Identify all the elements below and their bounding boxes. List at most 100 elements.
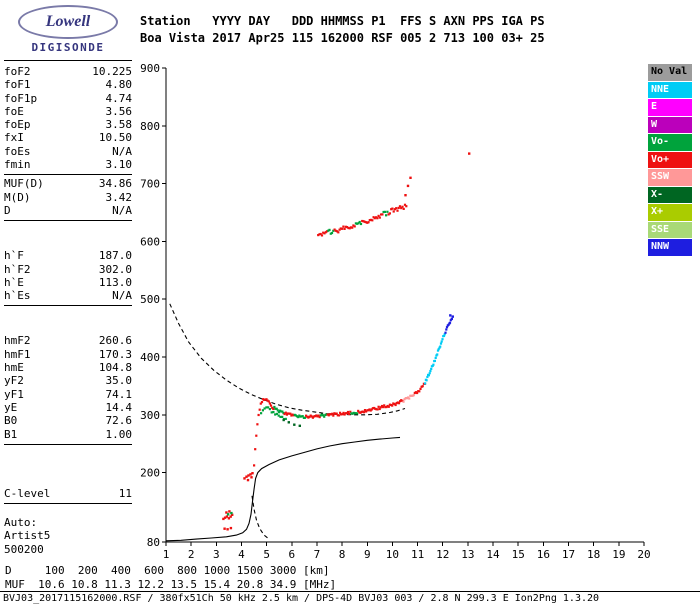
- second-hop-trace-point: [376, 217, 379, 220]
- true-height-profile: [165, 436, 401, 542]
- F-trace-main-point: [331, 412, 334, 415]
- param-hme: hmE 104.8: [4, 361, 132, 374]
- param-label: h`E: [4, 275, 24, 289]
- legend-x-: X-: [648, 186, 692, 203]
- logo-digisonde-text: DIGISONDE: [31, 41, 105, 54]
- cusp-underside-point: [274, 413, 277, 416]
- es-cluster-point: [223, 527, 226, 530]
- second-hop-trace-point: [327, 229, 330, 232]
- F-trace-main-point: [299, 415, 302, 418]
- stray-specks-point: [468, 152, 471, 155]
- second-hop-trace-point: [364, 221, 368, 224]
- F-trace-main-point: [376, 408, 379, 411]
- param-value: N/A: [112, 144, 132, 158]
- param-label: M(D): [4, 190, 31, 204]
- second-hop-trace-point: [393, 208, 396, 211]
- param-md: M(D) 3.42: [4, 191, 132, 204]
- muf-row: MUF 10.6 10.8 11.3 12.2 13.5 15.4 20.8 3…: [5, 577, 337, 591]
- F-trace-main-point: [414, 391, 417, 394]
- fmin-cluster-point: [251, 472, 254, 475]
- F-trace-main-point: [389, 403, 393, 407]
- second-hop-trace-point: [386, 210, 389, 213]
- F-trace-main-point: [340, 413, 343, 416]
- fmin-cluster-point: [247, 474, 250, 477]
- x-tick-label: 13: [461, 548, 474, 561]
- F-trace-main-point: [319, 414, 322, 417]
- F-trace-x-tail-point: [439, 342, 443, 345]
- es-cluster-point: [226, 528, 229, 531]
- x-tick-label: 14: [486, 548, 500, 561]
- F-trace-main-point: [265, 398, 268, 401]
- second-hop-trace-point: [378, 216, 381, 219]
- second-hop-trace-point: [359, 222, 363, 226]
- F-trace-main-point: [266, 399, 269, 402]
- es-cluster-green-point: [226, 513, 230, 516]
- second-hop-trace-point: [322, 231, 325, 234]
- param-value: 72.6: [105, 414, 133, 428]
- F-trace-main-point: [257, 413, 260, 417]
- F-trace-main-point: [397, 402, 401, 405]
- second-hop-trace-point: [344, 225, 347, 228]
- F-trace-main-point: [332, 414, 335, 417]
- stray-specks-point: [409, 176, 412, 179]
- F-trace-main-point: [421, 385, 424, 388]
- F-trace-main-point: [400, 399, 403, 402]
- F-trace-main-point: [368, 408, 371, 411]
- param-value: 3.10: [105, 158, 133, 172]
- param-yf1: yF1 74.1: [4, 388, 132, 401]
- F-trace-main-point: [282, 412, 285, 415]
- logo-lowell-text: Lowell: [45, 13, 91, 30]
- F-trace-main-point: [260, 401, 264, 404]
- param-fxi: fxI 10.50: [4, 131, 132, 144]
- second-hop-trace-point: [324, 231, 327, 234]
- param-yf2: yF2 35.0: [4, 374, 132, 387]
- second-hop-trace-point: [396, 209, 399, 212]
- y-tick-label: 80: [147, 536, 160, 549]
- param-fof1p: foF1p 4.74: [4, 92, 132, 105]
- echo-direction-legend: No Val NNE E W Vo- Vo+ SSW X- X+ SSE NNW: [648, 64, 694, 257]
- F-trace-x-tail-point: [432, 363, 435, 366]
- tail-top-blue-point: [449, 314, 452, 317]
- legend-ssw: SSW: [648, 169, 692, 186]
- cusp-underside-point: [263, 407, 266, 410]
- cusp-underside-point: [261, 409, 264, 412]
- param-fof2: foF2 10.225: [4, 65, 132, 78]
- param-label: yF1: [4, 387, 24, 401]
- cusp-underside-point: [260, 412, 263, 415]
- second-hop-trace-point: [337, 231, 340, 234]
- F-trace-main-point: [353, 412, 356, 415]
- F-trace-x-tail-point: [426, 375, 429, 379]
- second-hop-trace-point: [380, 213, 383, 216]
- param-label: Artist5: [4, 529, 51, 543]
- F-trace-main-point: [348, 412, 351, 416]
- second-hop-trace-point: [336, 230, 339, 233]
- F-trace-main-point: [305, 414, 308, 417]
- fmin-cluster-point: [250, 476, 253, 479]
- second-hop-trace-point: [377, 214, 380, 217]
- F-trace-main-point: [298, 414, 301, 417]
- F-trace-main-point: [412, 394, 415, 397]
- second-hop-trace-point: [349, 226, 352, 229]
- F-trace-main-point: [358, 411, 361, 414]
- F-trace-main-point: [344, 412, 347, 415]
- param-value: 10.225: [92, 65, 132, 78]
- param-value: N/A: [112, 203, 132, 217]
- parameter-panel: foF2 10.225 foF1 4.80 foF1p 4.74 foE 3.56 foEp 3.…: [4, 60, 132, 559]
- F-trace-main-point: [387, 405, 390, 408]
- second-hop-trace-point: [373, 217, 376, 220]
- F-trace-x-tail-point: [440, 340, 443, 343]
- F-trace-main-point: [277, 411, 281, 414]
- param-label: foF1: [4, 78, 31, 92]
- F-trace-main-point: [411, 394, 414, 397]
- es-cluster-point: [227, 517, 231, 520]
- station-header-values: Boa Vista 2017 Apr25 115 162000 RSF 005 …: [140, 31, 545, 45]
- param-label: yF2: [4, 374, 24, 388]
- param-hes: h`Es N/A: [4, 289, 132, 302]
- cusp-underside-point: [270, 411, 273, 414]
- F-trace-main-point: [325, 413, 328, 416]
- second-hop-trace-point: [388, 212, 391, 215]
- cusp-underside-point: [279, 415, 282, 418]
- param-label: B0: [4, 414, 18, 428]
- stray-dark-green-point: [287, 421, 290, 424]
- F-trace-main-point: [371, 407, 374, 410]
